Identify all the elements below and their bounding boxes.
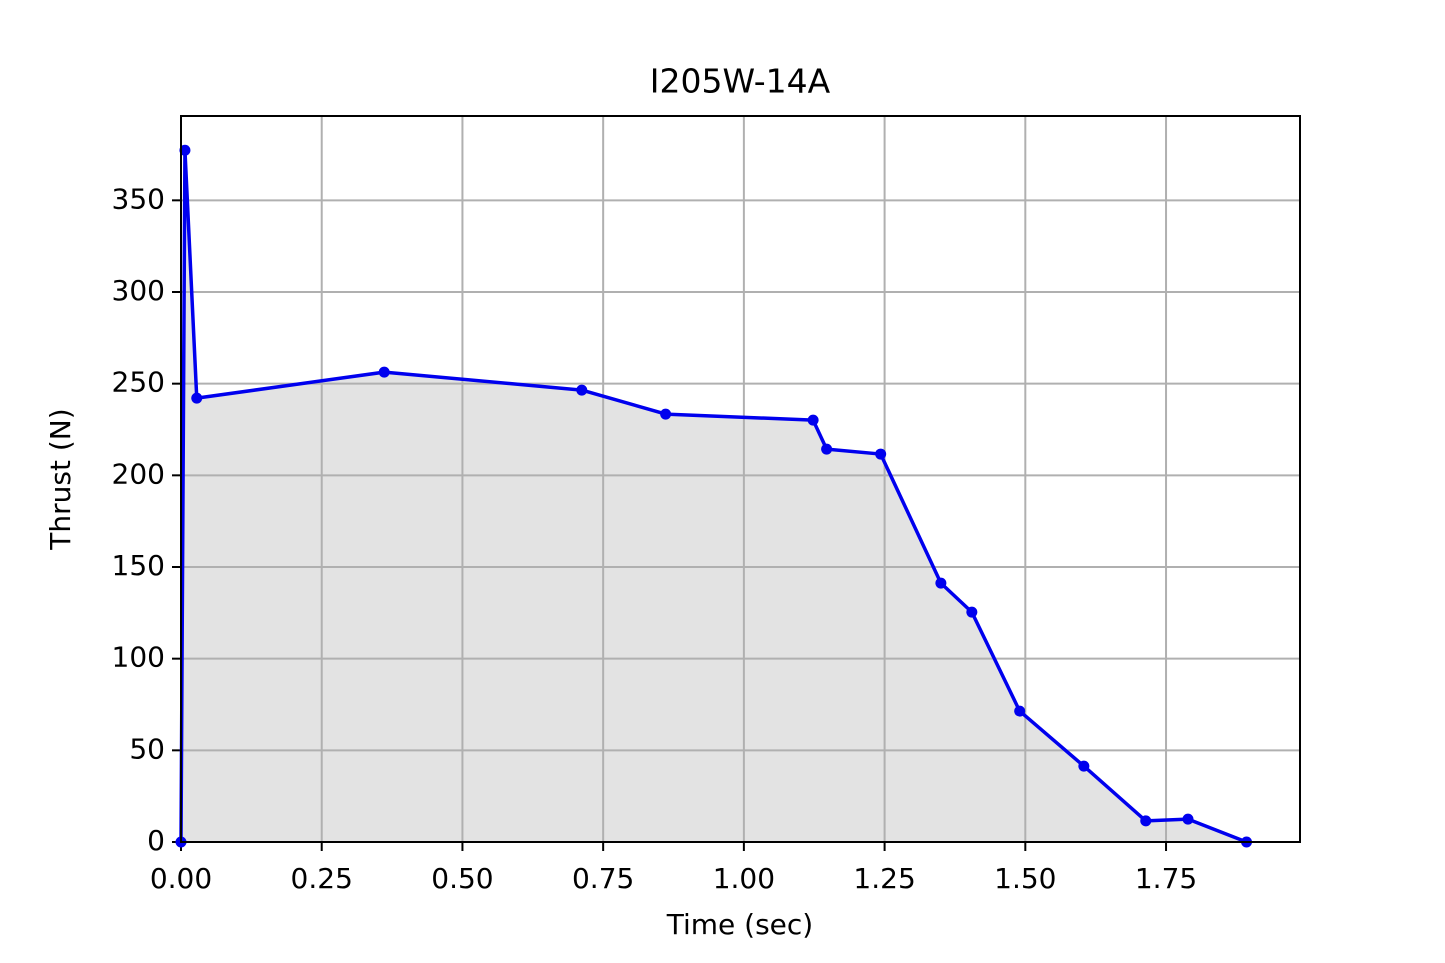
marker	[1014, 705, 1026, 717]
plot-frame	[180, 115, 1301, 843]
x-tick-label: 1.25	[853, 862, 915, 895]
y-tick-label: 100	[112, 641, 165, 674]
marker	[821, 443, 833, 455]
x-tick-label: 1.00	[713, 862, 775, 895]
y-axis-label: Thrust (N)	[44, 408, 77, 550]
marker	[966, 606, 978, 618]
marker	[576, 384, 588, 396]
chart-title: I205W-14A	[650, 62, 831, 101]
marker	[1140, 815, 1152, 827]
y-tick-label: 350	[112, 182, 165, 215]
x-axis-label: Time (sec)	[666, 908, 813, 941]
marker	[378, 366, 390, 378]
y-tick-label: 250	[112, 366, 165, 399]
y-tick-label: 300	[112, 274, 165, 307]
marker	[179, 144, 191, 156]
marker	[807, 414, 819, 426]
marker	[875, 448, 887, 460]
x-tick-label: 1.75	[1135, 862, 1197, 895]
area	[181, 150, 1247, 843]
marker	[660, 408, 672, 420]
marker	[191, 392, 203, 404]
x-tick-label: 0.50	[431, 862, 493, 895]
marker	[935, 577, 947, 589]
x-tick-label: 0.25	[291, 862, 353, 895]
y-tick-label: 150	[112, 549, 165, 582]
marker	[1182, 813, 1194, 825]
y-tick-label: 200	[112, 457, 165, 490]
x-tick-label: 1.50	[994, 862, 1056, 895]
marker	[1078, 760, 1090, 772]
y-tick-label: 0	[147, 824, 165, 857]
line	[179, 148, 1248, 844]
x-tick-label: 0.00	[150, 862, 212, 895]
x-tick-label: 0.75	[572, 862, 634, 895]
y-tick-label: 50	[129, 732, 165, 765]
